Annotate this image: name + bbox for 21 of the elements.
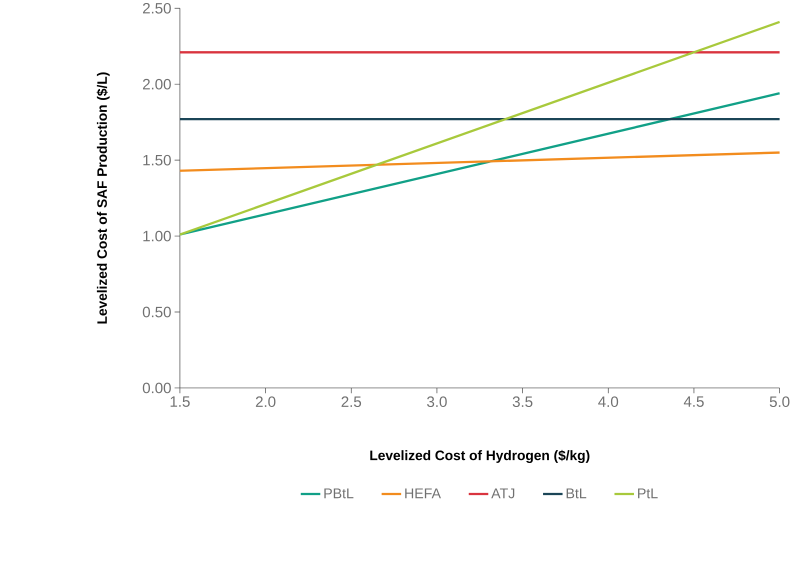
y-tick-label: 0.00: [142, 382, 171, 394]
x-tick-label: 3.5: [512, 396, 532, 408]
y-tick-label: 1.00: [143, 230, 171, 242]
x-tick-label: 2.5: [342, 396, 362, 408]
x-tick-label: 3.0: [427, 396, 447, 408]
x-tick-label: 4.5: [684, 396, 704, 408]
legend-label: BtL: [566, 488, 586, 498]
x-tick-label: 5.0: [770, 396, 790, 408]
legend-label: HEFA: [405, 488, 441, 498]
y-tick-label: 2.50: [142, 3, 171, 14]
legend-label: PtL: [638, 488, 658, 498]
y-axis-title: Levelized Cost of SAF Production ($/L): [96, 72, 110, 324]
y-tick-label: 1.50: [143, 154, 171, 166]
x-tick-label: 2.0: [256, 396, 276, 408]
legend-label: PBtL: [324, 488, 354, 498]
x-tick-label: 1.5: [170, 396, 190, 408]
x-axis-title: Levelized Cost of Hydrogen ($/kg): [370, 450, 590, 464]
y-tick-label: 2.00: [142, 79, 171, 90]
y-tick-label: 0.50: [142, 306, 171, 318]
x-tick-label: 4.0: [598, 396, 618, 408]
legend-label: ATJ: [491, 488, 514, 498]
